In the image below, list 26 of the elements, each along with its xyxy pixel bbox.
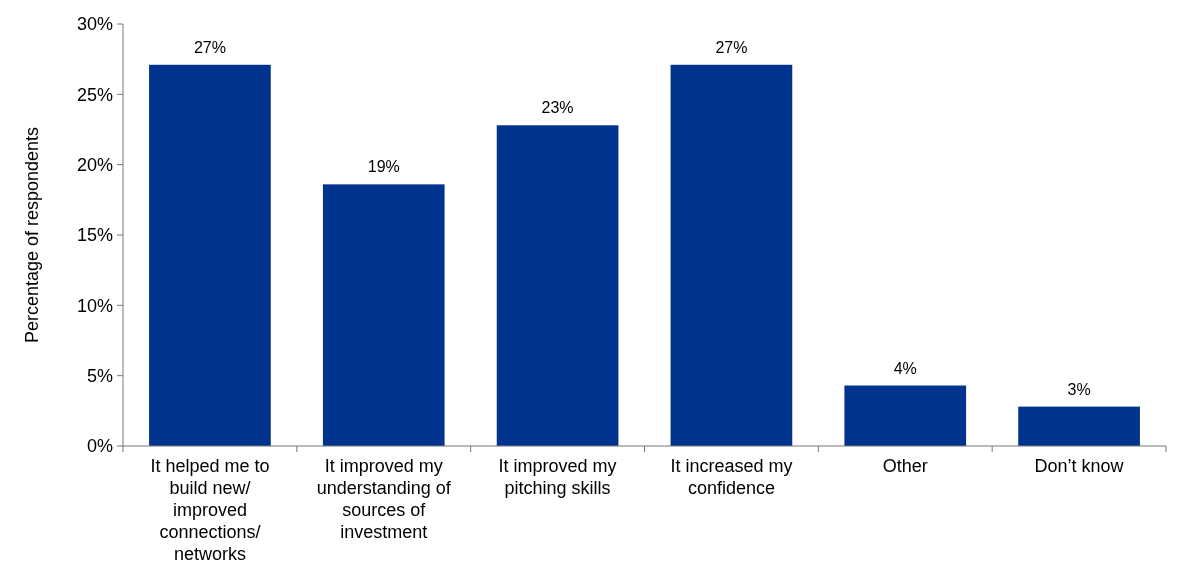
data-label: 4%	[893, 359, 917, 377]
bar	[496, 125, 619, 446]
data-label: 19%	[367, 158, 400, 176]
data-label: 3%	[1067, 380, 1091, 398]
y-tick-label: 20%	[76, 154, 113, 175]
y-tick-label: 30%	[76, 14, 113, 35]
bar	[149, 64, 271, 446]
y-axis-title: Percentage of respondents	[22, 126, 42, 344]
x-tick-label: It increased my confidence	[670, 456, 793, 498]
y-tick-label: 25%	[76, 84, 113, 105]
data-label: 27%	[193, 38, 226, 56]
bar	[322, 184, 445, 446]
data-label: 27%	[715, 38, 748, 56]
x-tick-label: Don’t know	[1034, 456, 1125, 476]
bar	[844, 385, 967, 446]
bar	[1018, 406, 1140, 446]
x-tick-label: Other	[882, 456, 928, 476]
y-tick-label: 15%	[76, 225, 113, 246]
x-tick-label: It improved my pitching skills	[498, 456, 617, 498]
x-tick-label: It helped me to build new/ improved connections/ networks	[150, 456, 270, 564]
y-tick-label: 5%	[86, 365, 113, 386]
x-tick-label: It improved my understanding of sources of investment	[316, 456, 452, 542]
y-tick-label: 10%	[76, 295, 113, 316]
y-tick-label: 0%	[86, 436, 113, 457]
data-label: 23%	[541, 99, 574, 117]
bar	[670, 64, 793, 446]
